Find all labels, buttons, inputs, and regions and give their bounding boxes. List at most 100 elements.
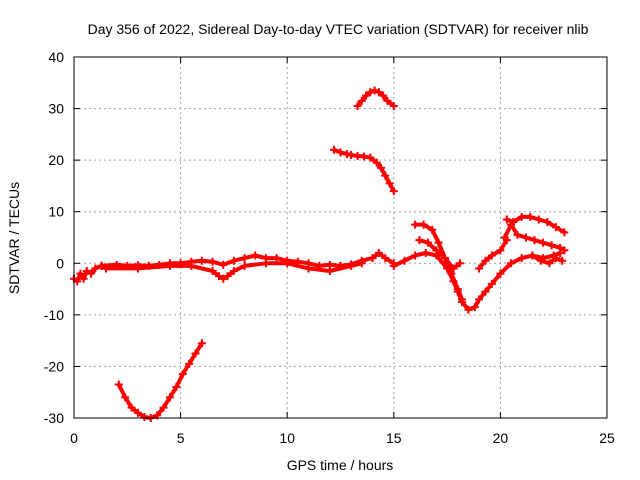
data-point	[133, 264, 142, 273]
data-point	[389, 101, 398, 110]
data-point	[229, 256, 238, 265]
y-tick-label: 40	[48, 49, 64, 65]
data-point	[481, 287, 490, 296]
data-point	[251, 251, 260, 260]
data-point	[385, 179, 394, 188]
data-point	[560, 228, 569, 237]
data-point	[530, 236, 539, 245]
chart-title: Day 356 of 2022, Sidereal Day-to-day VTE…	[88, 21, 589, 37]
data-point	[551, 223, 560, 232]
data-point	[447, 269, 456, 278]
data-point	[223, 272, 232, 281]
data-point	[76, 269, 85, 278]
data-point	[428, 225, 437, 234]
data-point	[97, 261, 106, 270]
data-point	[140, 412, 149, 421]
data-point	[325, 267, 334, 276]
data-point	[502, 215, 511, 224]
y-axis-ticks: -30 -20 -10 0 10 20 30 40	[44, 49, 607, 426]
data-point	[419, 220, 428, 229]
data-point	[214, 272, 223, 281]
y-axis-label: SDTVAR / TECUs	[6, 182, 22, 294]
data-point	[543, 218, 552, 227]
data-point	[357, 259, 366, 268]
series-baseline-low	[101, 259, 366, 283]
series-decline-curve	[330, 145, 398, 196]
data-point	[415, 236, 424, 245]
data-point	[229, 267, 238, 276]
data-point	[383, 96, 392, 105]
data-point	[208, 267, 217, 276]
data-point	[534, 215, 543, 224]
data-point	[197, 256, 206, 265]
data-point	[347, 150, 356, 159]
data-point	[496, 246, 505, 255]
data-point	[547, 241, 556, 250]
x-tick-label: 15	[386, 430, 402, 446]
data-point	[79, 274, 88, 283]
x-axis-ticks: 0 5 10 15 20 25	[70, 57, 615, 446]
series-arc-bottom	[114, 339, 206, 422]
data-point	[240, 254, 249, 263]
data-point	[366, 153, 375, 162]
data-point	[357, 96, 366, 105]
series-late-mid	[500, 220, 569, 255]
data-point	[517, 212, 526, 221]
y-tick-label: -20	[44, 358, 64, 374]
data-point	[191, 349, 200, 358]
data-point	[127, 403, 136, 412]
data-point	[481, 256, 490, 265]
data-point	[342, 149, 351, 158]
x-axis-label: GPS time / hours	[287, 457, 394, 473]
series-post15-mid	[415, 236, 464, 273]
data-point	[487, 251, 496, 260]
data-point	[114, 380, 123, 389]
data-point	[219, 274, 228, 283]
plot-area	[70, 86, 569, 422]
data-point	[73, 277, 82, 286]
data-point	[368, 254, 377, 263]
data-point	[372, 158, 381, 167]
data-point	[496, 269, 505, 278]
data-point	[545, 259, 554, 268]
y-tick-label: -30	[44, 410, 64, 426]
data-point	[359, 152, 368, 161]
series-late-tail	[528, 251, 567, 268]
data-point	[272, 254, 281, 263]
data-point	[455, 259, 464, 268]
data-point	[165, 261, 174, 270]
data-point	[487, 279, 496, 288]
data-point	[197, 339, 206, 348]
data-point	[261, 259, 270, 268]
data-point	[381, 254, 390, 263]
data-point	[440, 254, 449, 263]
data-point	[526, 212, 535, 221]
data-point	[366, 88, 375, 97]
data-point	[464, 305, 473, 314]
data-point	[370, 86, 379, 95]
data-point	[517, 254, 526, 263]
data-point	[381, 171, 390, 180]
data-point	[330, 145, 339, 154]
y-tick-label: 30	[48, 101, 64, 117]
data-point	[353, 101, 362, 110]
data-point	[159, 403, 168, 412]
data-point	[521, 233, 530, 242]
data-point	[423, 238, 432, 247]
data-point	[121, 393, 130, 402]
axes-frame	[73, 56, 608, 419]
data-point	[411, 251, 420, 260]
y-tick-label: 0	[56, 255, 64, 271]
data-point	[219, 260, 228, 269]
y-tick-label: 10	[48, 204, 64, 220]
data-point	[502, 236, 511, 245]
data-point	[304, 264, 313, 273]
x-tick-label: 25	[599, 430, 615, 446]
data-point	[185, 359, 194, 368]
x-tick-label: 20	[493, 430, 509, 446]
data-point	[539, 238, 548, 247]
data-point	[513, 230, 522, 239]
data-point	[165, 393, 174, 402]
data-point	[347, 261, 356, 270]
